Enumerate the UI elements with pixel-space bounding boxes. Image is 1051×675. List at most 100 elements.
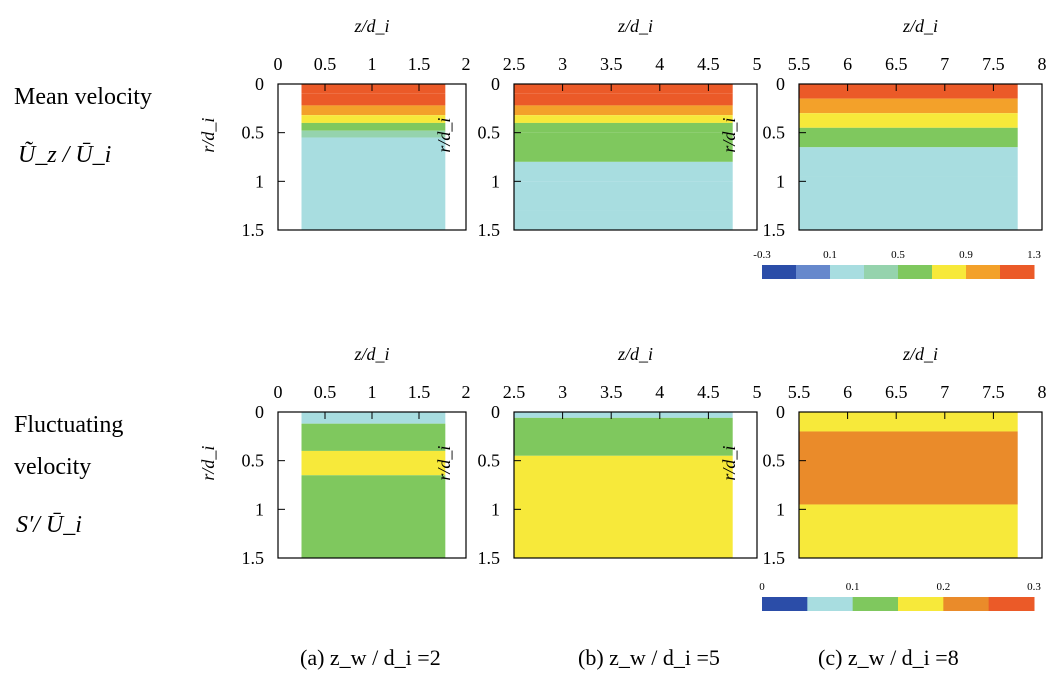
- x-axis-label: z/d_i: [617, 344, 653, 364]
- y-tick-label: 0.5: [478, 123, 501, 143]
- x-tick-label: 1: [368, 54, 377, 74]
- x-tick-label: 3.5: [600, 382, 623, 402]
- y-tick-label: 0.5: [242, 123, 265, 143]
- y-tick-label: 1: [776, 171, 785, 191]
- colorbar-fluct: 0 0.1 0.2 0.3: [759, 581, 1041, 611]
- x-tick-label: 2: [462, 382, 471, 402]
- contour-band: [301, 423, 446, 451]
- x-tick-label: 3: [558, 54, 567, 74]
- y-tick-label: 0.5: [763, 123, 786, 143]
- y-axis-label: r/d_i: [719, 446, 739, 481]
- panel-0: 0 0.5 1 1.5 2 z/d_i 0 0.5 1 1.5 r/d_i: [198, 16, 471, 240]
- x-axis-label: z/d_i: [902, 344, 938, 364]
- panel-5: 5.5 6 6.5 7 7.5 8 z/d_i 0 0.5 1 1.5 r/d_i: [719, 344, 1047, 568]
- x-tick-label: 0.5: [314, 382, 337, 402]
- y-axis-label: r/d_i: [434, 118, 454, 153]
- contour-band: [301, 115, 446, 123]
- x-tick-label: 8: [1038, 382, 1047, 402]
- x-tick-label: 5.5: [788, 54, 811, 74]
- colorbar-swatch: [852, 597, 899, 611]
- contour-band: [514, 84, 733, 94]
- x-tick-label: 6: [843, 382, 852, 402]
- colorbar-swatch: [966, 265, 1001, 279]
- y-tick-label: 0: [776, 402, 785, 422]
- x-tick-label: 1.5: [408, 54, 431, 74]
- panel-3: 0 0.5 1 1.5 2 z/d_i 0 0.5 1 1.5 r/d_i: [198, 344, 471, 568]
- y-tick-label: 1: [776, 499, 785, 519]
- x-tick-label: 1: [368, 382, 377, 402]
- contour-band: [514, 181, 733, 211]
- x-tick-label: 7: [940, 382, 949, 402]
- row-title-fluct-2: velocity: [14, 454, 91, 480]
- contour-band: [799, 84, 1018, 99]
- x-tick-label: 0: [274, 54, 283, 74]
- colorbar-tick: 0.3: [1027, 581, 1041, 593]
- caption-c: (c) z_w / d_i =8: [818, 645, 959, 670]
- contour-band: [301, 412, 446, 424]
- panel-1: 2.5 3 3.5 4 4.5 5 z/d_i 0 0.5 1 1.5 r/d_i: [434, 16, 762, 240]
- x-tick-label: 5: [753, 382, 762, 402]
- colorbars: -0.3 0.1 0.5 0.9 1.3 0 0.1 0.2 0.3: [753, 249, 1041, 611]
- plot-frame: [798, 411, 1043, 559]
- x-tick-label: 5: [753, 54, 762, 74]
- y-tick-label: 1.5: [478, 548, 501, 568]
- row-quantity-mean: Ũ_z / Ū_i: [18, 141, 111, 168]
- row-label-mean: Mean velocity Ũ_z / Ū_i: [14, 84, 152, 168]
- contour-band: [301, 105, 446, 116]
- y-tick-label: 1.5: [242, 548, 265, 568]
- x-tick-label: 0: [274, 382, 283, 402]
- x-tick-label: 3.5: [600, 54, 623, 74]
- y-tick-label: 1: [491, 499, 500, 519]
- contour-band: [799, 113, 1018, 128]
- colorbar-mean: -0.3 0.1 0.5 0.9 1.3: [753, 249, 1041, 279]
- colorbar-swatch: [898, 597, 944, 611]
- y-tick-label: 1.5: [763, 220, 786, 240]
- panel-2: 5.5 6 6.5 7 7.5 8 z/d_i 0 0.5 1 1.5 r/d_i: [719, 16, 1047, 240]
- contour-band: [799, 431, 1018, 505]
- y-tick-label: 1.5: [242, 220, 265, 240]
- contour-band: [301, 130, 446, 138]
- colorbar-swatch: [1000, 265, 1035, 279]
- colorbar-swatch: [807, 597, 854, 611]
- row-title-fluct-1: Fluctuating: [14, 412, 123, 438]
- contour-band: [301, 84, 446, 94]
- contour-band: [799, 412, 1018, 432]
- plot-frame: [513, 83, 758, 231]
- colorbar-swatch: [932, 265, 967, 279]
- colorbar-tick: 0.2: [936, 581, 950, 593]
- x-tick-label: 6: [843, 54, 852, 74]
- plot-panels: 0 0.5 1 1.5 2 z/d_i 0 0.5 1 1.5 r/d_i 2.5 3 3.5 4 4.5 5 z…: [198, 16, 1047, 568]
- y-tick-label: 0: [776, 74, 785, 94]
- y-axis-label: r/d_i: [434, 446, 454, 481]
- x-tick-label: 4.5: [697, 54, 720, 74]
- x-tick-label: 1.5: [408, 382, 431, 402]
- caption-a: (a) z_w / d_i =2: [300, 645, 441, 670]
- y-tick-label: 1: [255, 171, 264, 191]
- contour-band: [514, 105, 733, 116]
- contour-band: [514, 161, 733, 182]
- colorbar-tick: 0.1: [846, 581, 860, 593]
- contour-band: [799, 176, 1018, 230]
- x-tick-label: 2.5: [503, 382, 526, 402]
- x-tick-label: 4: [655, 54, 664, 74]
- colorbar-tick: 0.9: [959, 249, 973, 261]
- x-tick-label: 7: [940, 54, 949, 74]
- colorbar-tick: 1.3: [1027, 249, 1041, 261]
- y-axis-label: r/d_i: [198, 446, 218, 481]
- x-tick-label: 3: [558, 382, 567, 402]
- x-axis-label: z/d_i: [353, 16, 389, 36]
- x-axis-label: z/d_i: [617, 16, 653, 36]
- colorbar-swatch: [762, 265, 797, 279]
- row-label-fluct: Fluctuating velocity S′/ Ū_i: [14, 412, 123, 538]
- contour-band: [514, 417, 733, 456]
- captions: (a) z_w / d_i =2 (b) z_w / d_i =5 (c) z_…: [300, 645, 959, 670]
- colorbar-swatch: [830, 265, 865, 279]
- colorbar-swatch: [898, 265, 933, 279]
- x-tick-label: 0.5: [314, 54, 337, 74]
- colorbar-swatch: [943, 597, 990, 611]
- colorbar-tick: 0.5: [891, 249, 905, 261]
- y-tick-label: 0: [255, 74, 264, 94]
- contour-band: [514, 93, 733, 106]
- x-axis-label: z/d_i: [902, 16, 938, 36]
